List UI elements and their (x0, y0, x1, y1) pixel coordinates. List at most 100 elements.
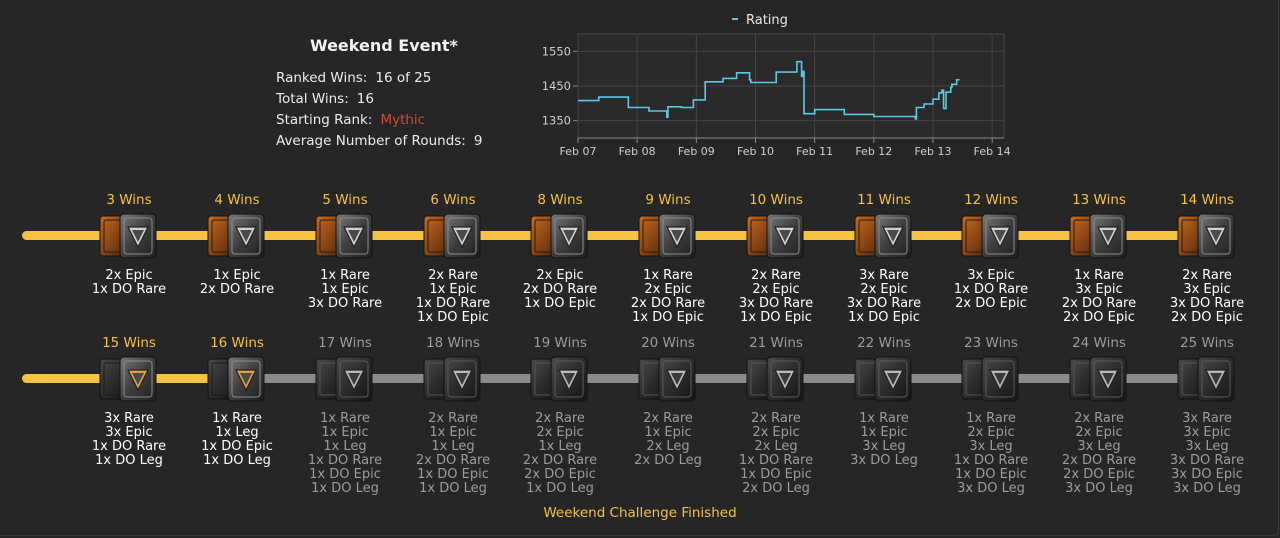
milestone-wins-label: 9 Wins (645, 192, 691, 208)
reward-line: 3x DO Rare (1169, 296, 1245, 311)
reward-line: 2x Rare (1074, 411, 1124, 426)
reward-line: 1x DO Epic (848, 310, 920, 325)
reward-line: 2x Epic (644, 282, 692, 297)
reward-line: 3x DO Rare (307, 296, 383, 311)
milestone-wins-label: 11 Wins (857, 192, 911, 208)
reward-line: 1x DO Epic (524, 296, 596, 311)
reward-line: 2x Epic (1075, 425, 1123, 440)
reward-line: 1x DO Leg (311, 481, 379, 496)
reward-line: 3x Rare (1182, 411, 1232, 426)
reward-chest-icon (207, 356, 265, 402)
milestone-rewards: 2x Rare 2x Epic 3x Leg 2x DO Rare 2x DO Epic… (1045, 412, 1153, 496)
reward-line: 1x Epic (321, 425, 369, 440)
reward-line: 2x DO Rare (522, 453, 598, 468)
reward-line: 3x Leg (862, 439, 906, 454)
reward-line: 2x DO Rare (415, 453, 491, 468)
reward-line: 1x DO Rare (91, 439, 167, 454)
milestone-wins-label: 16 Wins (210, 335, 264, 351)
track-remaining-line (237, 374, 1214, 383)
milestone-wins-label: 25 Wins (1180, 335, 1234, 351)
reward-line: 2x Epic (536, 268, 584, 283)
reward-line: 1x Leg (431, 439, 475, 454)
reward-line: 2x Epic (860, 282, 908, 297)
reward-chest-icon (423, 356, 481, 402)
reward-line: 3x DO Leg (1173, 481, 1241, 496)
milestone-rewards: 3x Rare 3x Epic 3x Leg 3x DO Rare 3x DO Epic… (1153, 412, 1261, 496)
reward-chest-icon (961, 213, 1019, 259)
avg-rounds-value: 9 (473, 133, 483, 149)
reward-line: 1x Rare (643, 268, 693, 283)
ranked-wins-value: 16 of 25 (375, 70, 432, 86)
total-wins-value: 16 (356, 91, 374, 107)
reward-line: 2x Rare (428, 268, 478, 283)
reward-line: 2x Epic (752, 425, 800, 440)
reward-line: 1x DO Leg (95, 453, 163, 468)
reward-line: 1x DO Leg (526, 481, 594, 496)
milestone-rewards: 3x Rare 2x Epic 3x DO Rare 1x DO Epic (830, 269, 938, 325)
milestone-rewards: 1x Rare 2x Epic 2x DO Rare 1x DO Epic (614, 269, 722, 325)
reward-line: 1x DO Epic (955, 467, 1027, 482)
x-tick-label: Feb 11 (796, 145, 833, 158)
rating-series-line (578, 60, 960, 120)
reward-line: 1x DO Epic (632, 310, 704, 325)
ranked-wins-label: Ranked Wins: (276, 70, 368, 86)
milestone-wins-label: 3 Wins (106, 192, 152, 208)
reward-line: 3x DO Leg (957, 481, 1025, 496)
milestone-wins-label: 13 Wins (1072, 192, 1126, 208)
reward-line: 1x DO Epic (740, 467, 812, 482)
reward-line: 1x Rare (1074, 268, 1124, 283)
reward-line: 2x DO Rare (522, 282, 598, 297)
reward-chest-icon (315, 356, 373, 402)
milestone-wins-label: 12 Wins (964, 192, 1018, 208)
y-tick-label: 1450 (542, 79, 571, 93)
milestone-wins-label: 20 Wins (641, 335, 695, 351)
reward-line: 1x Leg (215, 425, 259, 440)
reward-line: 2x Leg (646, 439, 690, 454)
reward-line: 2x DO Epic (1171, 310, 1243, 325)
track-progress-line (22, 231, 1214, 240)
milestone-rewards: 2x Rare 1x Epic 2x Leg 2x DO Leg (614, 412, 722, 468)
milestone-rewards: 2x Rare 2x Epic 3x DO Rare 1x DO Epic (722, 269, 830, 325)
reward-line: 3x Leg (1185, 439, 1229, 454)
reward-line: 1x DO Epic (740, 310, 812, 325)
reward-line: 2x Leg (754, 439, 798, 454)
milestone-rewards: 1x Rare 2x Epic 3x Leg 1x DO Rare 1x DO Epic… (937, 412, 1045, 496)
milestone-rewards: 2x Epic 2x DO Rare 1x DO Epic (506, 269, 614, 311)
challenge-status: Weekend Challenge Finished (543, 505, 737, 521)
reward-chest-icon (854, 213, 912, 259)
ranked-wins-row: Ranked Wins: 16 of 25 (276, 70, 431, 86)
reward-line: 2x DO Epic (955, 296, 1027, 311)
reward-chest-icon (99, 213, 157, 259)
rating-chart[interactable]: 1350 1450 1550 Feb 07 Feb 08 Feb 09 Feb 10 Feb … (530, 8, 1010, 163)
reward-line: 1x Epic (321, 282, 369, 297)
reward-line: 2x Rare (751, 268, 801, 283)
reward-line: 2x Rare (535, 411, 585, 426)
reward-line: 1x Rare (212, 411, 262, 426)
reward-line: 2x DO Rare (199, 282, 275, 297)
starting-rank-label: Starting Rank: (276, 112, 373, 128)
reward-line: 2x DO Epic (1063, 467, 1135, 482)
milestone-wins-label: 14 Wins (1180, 192, 1234, 208)
reward-line: 2x Rare (1182, 268, 1232, 283)
x-tick-label: Feb 13 (915, 145, 952, 158)
reward-line: 1x Epic (429, 282, 477, 297)
reward-line: 2x DO Rare (630, 296, 706, 311)
reward-chest-icon (1069, 213, 1127, 259)
reward-line: 1x DO Leg (203, 453, 271, 468)
milestone-wins-label: 19 Wins (533, 335, 587, 351)
milestone-rewards: 3x Rare 3x Epic 1x DO Rare 1x DO Leg (75, 412, 183, 468)
reward-line: 1x DO Leg (419, 481, 487, 496)
reward-line: 1x Rare (320, 268, 370, 283)
reward-chest-icon (746, 213, 804, 259)
reward-line: 2x DO Epic (524, 467, 596, 482)
reward-line: 2x DO Leg (634, 453, 702, 468)
milestone-wins-label: 6 Wins (430, 192, 476, 208)
reward-line: 1x Rare (966, 411, 1016, 426)
reward-line: 2x Rare (751, 411, 801, 426)
reward-line: 3x DO Rare (1169, 453, 1245, 468)
reward-line: 2x Epic (967, 425, 1015, 440)
milestone-wins-label: 5 Wins (322, 192, 368, 208)
reward-line: 3x Epic (967, 268, 1015, 283)
milestone-wins-label: 22 Wins (857, 335, 911, 351)
y-tick-label: 1350 (542, 114, 571, 128)
